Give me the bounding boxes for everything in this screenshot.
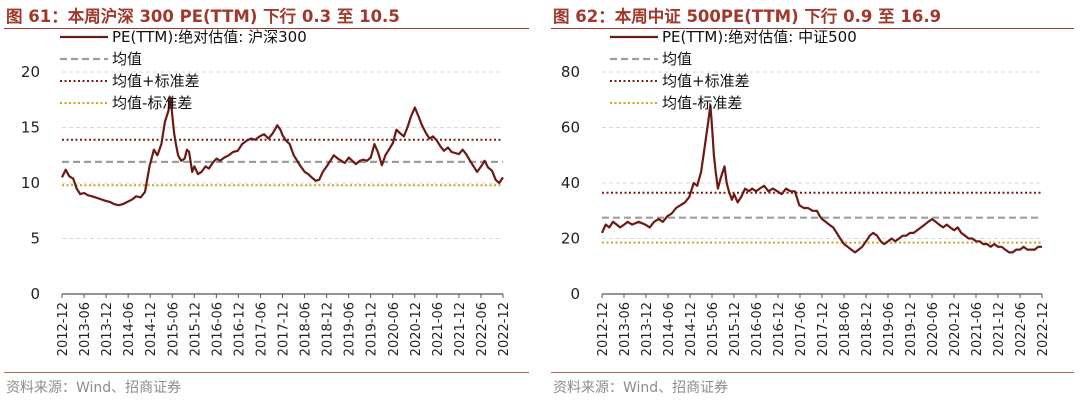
x-tick-label: 2016-12 [772, 302, 787, 356]
x-tick-label: 2022-06 [1014, 302, 1029, 356]
title-divider [4, 28, 529, 29]
x-tick-label: 2019-06 [882, 302, 897, 356]
source-divider [551, 372, 1074, 373]
y-tick-label: 20 [561, 230, 580, 248]
source-note: 资料来源：Wind、招商证券 [553, 380, 729, 396]
x-tick-label: 2014-06 [662, 302, 677, 356]
x-tick-label: 2015-12 [728, 302, 743, 356]
x-tick-label: 2013-06 [618, 302, 633, 356]
x-tick-label: 2017-06 [794, 302, 809, 356]
source-divider [4, 372, 529, 373]
y-tick-label: 20 [21, 63, 40, 81]
x-tick-label: 2022-06 [475, 302, 490, 356]
y-tick-label: 80 [561, 63, 580, 81]
x-tick-label: 2014-12 [144, 302, 159, 356]
y-tick-label: 60 [561, 119, 580, 137]
source-note: 资料来源：Wind、招商证券 [6, 380, 182, 396]
x-tick-label: 2017-12 [277, 302, 292, 356]
x-tick-label: 2014-06 [122, 302, 137, 356]
legend-label: 均值 [112, 50, 142, 68]
x-tick-label: 2022-12 [1036, 302, 1051, 356]
x-tick-label: 2016-12 [232, 302, 247, 356]
x-tick-label: 2022-12 [497, 302, 512, 356]
x-tick-label: 2014-12 [684, 302, 699, 356]
x-tick-label: 2020-12 [409, 302, 424, 356]
legend-label: 均值+标准差 [662, 72, 750, 90]
x-tick-label: 2020-06 [926, 302, 941, 356]
pe-series-line [61, 96, 504, 207]
x-tick-label: 2013-12 [100, 302, 115, 356]
x-tick-label: 2019-12 [365, 302, 380, 356]
y-tick-label: 0 [30, 285, 40, 303]
chart-panel-csi500: 图 62：本周中证 500PE(TTM) 下行 0.9 至 16.9 0 20 40… [547, 0, 1080, 401]
y-tick-label: 10 [21, 174, 40, 192]
x-tick-label: 2012-12 [56, 302, 71, 356]
legend-label: 均值-标准差 [112, 94, 192, 112]
legend-label: 均值+标准差 [112, 72, 200, 90]
x-tick-label: 2020-06 [387, 302, 402, 356]
legend-label: 均值 [662, 50, 692, 68]
x-tick-label: 2013-12 [640, 302, 655, 356]
x-tick-label: 2019-06 [343, 302, 358, 356]
y-tick-label: 40 [561, 174, 580, 192]
x-tick-label: 2015-12 [188, 302, 203, 356]
chart-title: 图 62：本周中证 500PE(TTM) 下行 0.9 至 16.9 [553, 7, 942, 26]
pe-series-line [600, 104, 1042, 254]
pe-chart-hs300: 0 5 10 15 20 2012-12 2013-06 2013-12 2014-06 2014… [21, 28, 512, 356]
x-tick-label: 2018-12 [321, 302, 336, 356]
x-tick-label: 2017-12 [816, 302, 831, 356]
legend-label: PE(TTM):绝对估值: 沪深300 [112, 28, 307, 46]
x-tick-label: 2018-06 [299, 302, 314, 356]
pe-chart-csi500: 0 20 40 60 80 2012-12 2013-06 2013-12 2014-06 201… [561, 28, 1051, 356]
x-tick-label: 2016-06 [210, 302, 225, 356]
chart-title: 图 61：本周沪深 300 PE(TTM) 下行 0.3 至 10.5 [6, 7, 400, 26]
x-tick-label: 2015-06 [706, 302, 721, 356]
x-tick-label: 2017-06 [254, 302, 269, 356]
y-tick-label: 5 [30, 230, 40, 248]
x-tick-label: 2021-06 [970, 302, 985, 356]
legend-label: PE(TTM):绝对估值: 中证500 [662, 28, 857, 46]
title-divider [551, 28, 1074, 29]
x-tick-label: 2019-12 [904, 302, 919, 356]
x-tick-label: 2018-12 [860, 302, 875, 356]
legend-label: 均值-标准差 [662, 94, 742, 112]
y-tick-label: 15 [21, 119, 40, 137]
x-tick-label: 2015-06 [166, 302, 181, 356]
x-tick-label: 2020-12 [948, 302, 963, 356]
x-tick-label: 2018-06 [838, 302, 853, 356]
x-tick-label: 2021-12 [992, 302, 1007, 356]
x-tick-label: 2012-12 [596, 302, 611, 356]
x-tick-label: 2016-06 [750, 302, 765, 356]
y-tick-label: 0 [570, 285, 580, 303]
x-tick-label: 2013-06 [78, 302, 93, 356]
x-tick-label: 2021-06 [431, 302, 446, 356]
x-tick-label: 2021-12 [453, 302, 468, 356]
chart-panel-hs300: 图 61：本周沪深 300 PE(TTM) 下行 0.3 至 10.5 0 5 10… [0, 0, 535, 401]
